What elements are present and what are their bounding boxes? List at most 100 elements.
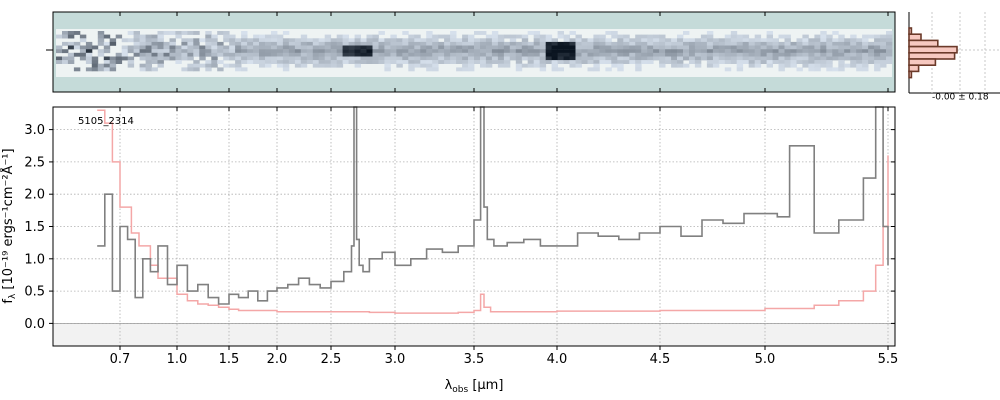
spectrum-2d-pixel (229, 45, 236, 50)
spectrum-2d-pixel (563, 38, 570, 43)
spectrum-2d-pixel (790, 60, 797, 64)
spectrum-2d-pixel (205, 38, 212, 43)
spectrum-2d-pixel (253, 52, 260, 57)
spectrum-2d-pixel (456, 56, 463, 61)
spectrum-2d-pixel (366, 38, 373, 43)
spectrum-2d-pixel (491, 45, 499, 50)
spectrum-2d-pixel (850, 63, 857, 68)
spectrum-2d-pixel (485, 41, 493, 46)
spectrum-2d-pixel (730, 31, 738, 35)
spectrum-2d-pixel (79, 38, 87, 43)
spectrum-2d-pixel (820, 52, 827, 57)
spectrum-2d-pixel (378, 56, 385, 61)
spectrum-2d-pixel (438, 34, 445, 39)
spectrum-2d-pixel (856, 56, 863, 61)
spectrum-2d-pixel (271, 52, 278, 57)
spectrum-2d-pixel (611, 52, 618, 57)
spectrum-2d-pixel (73, 67, 81, 72)
spectrum-2d-pixel (802, 38, 809, 43)
spectrum-2d-pixel (468, 67, 475, 72)
spectrum-2d-pixel (515, 52, 523, 57)
spectrum-2d-pixel (85, 49, 93, 54)
spectrum-2d-pixel (163, 41, 170, 46)
spectrum-2d-pixel (378, 52, 385, 57)
spectrum-2d-pixel (318, 60, 326, 64)
spectrum-2d-pixel (450, 41, 457, 46)
spectrum-2d-pixel (790, 63, 797, 68)
spectrum-2d-pixel (485, 38, 493, 43)
spectrum-2d-pixel (235, 56, 242, 61)
x-tick-label: 3.5 (464, 352, 485, 367)
spectrum-2d-pixel (820, 56, 827, 61)
spectrum-2d-pixel (444, 45, 451, 50)
spectrum-2d-pixel (276, 60, 284, 64)
spectrum-2d-pixel (772, 41, 779, 46)
spectrum-2d-pixel (217, 60, 224, 64)
spectrum-2d-pixel (300, 38, 308, 43)
spectrum-2d-pixel (300, 60, 308, 64)
spectrum-2d-pixel (300, 34, 308, 39)
spectrum-2d-pixel (145, 45, 152, 50)
spectrum-2d-pixel (814, 52, 821, 57)
spectrum-2d-pixel (468, 49, 475, 54)
spectrum-2d-pixel (509, 38, 517, 43)
spectrum-2d-pixel (366, 45, 373, 50)
spectrum-2d-pixel (886, 56, 893, 61)
spectrum-2d-pixel (736, 63, 744, 68)
spectrum-2d-pixel (282, 31, 290, 35)
spectrum-2d-pixel (265, 38, 272, 43)
spectrum-2d-pixel (509, 34, 517, 39)
spectrum-2d-pixel (223, 49, 230, 54)
spectrum-2d-pixel (312, 60, 320, 64)
spectrum-2d-pixel (438, 56, 445, 61)
spectrum-2d-pixel (820, 63, 827, 68)
spectrum-2d-pixel (874, 41, 881, 46)
spectrum-2d-pixel (593, 52, 600, 57)
spectrum-2d-pixel (623, 41, 630, 46)
spectrum-2d-pixel (683, 52, 690, 57)
x-tick-label: 2.0 (267, 352, 288, 367)
spectrum-2d-ticks (46, 12, 889, 92)
spectrum-2d-pixel (772, 52, 779, 57)
spectrum-2d-pixel (282, 38, 290, 43)
x-tick-label: 1.0 (167, 352, 188, 367)
spectrum-2d-pixel (115, 60, 123, 64)
spectrum-2d-pixel (509, 49, 517, 54)
spectrum-2d-pixel (62, 56, 69, 61)
spectrum-2d-pixel (718, 52, 726, 57)
spectrum-2d-pixel (689, 60, 696, 64)
spectrum-2d-pixel (814, 45, 821, 50)
spectrum-2d-pixel (635, 38, 642, 43)
spectrum-2d-pixel (754, 34, 762, 39)
spectrum-2d-pixel (766, 45, 773, 50)
spectrum-2d-pixel (760, 60, 767, 64)
spectrum-2d-pixel (754, 49, 762, 54)
spectrum-2d-pixel (420, 38, 427, 43)
spectrum-2d-pixel (259, 38, 266, 43)
spectrum-2d-pixel (342, 34, 349, 39)
spectrum-2d-pixel (396, 52, 403, 57)
spectrum-2d-pixel (372, 34, 379, 39)
spectrum-2d-pixel (121, 38, 129, 43)
spectrum-2d-pixel (372, 52, 379, 57)
spectrum-2d-pixel (432, 49, 439, 54)
spectrum-2d-pixel (366, 52, 373, 57)
spectrum-2d-pixel (79, 52, 87, 57)
spectrum-2d-pixel (402, 56, 409, 61)
spectrum-2d-pixel (169, 31, 176, 35)
spectrum-2d-pixel (187, 67, 194, 72)
spectrum-2d-pixel (814, 41, 821, 46)
spectrum-2d-pixel (294, 45, 302, 50)
spectrum-2d-pixel (414, 41, 421, 46)
spectrum-2d-pixel (521, 56, 529, 61)
spectrum-2d-pixel (348, 38, 355, 43)
spectrum-2d-pixel (551, 49, 558, 54)
spectrum-2d-pixel (420, 49, 427, 54)
spectrum-2d-pixel (384, 49, 391, 54)
spectrum-2d-pixel (862, 34, 869, 39)
spectrum-2d-pixel (635, 67, 642, 72)
spectrum-2d-pixel (862, 63, 869, 68)
spectrum-2d-pixel (515, 49, 523, 54)
spectrum-2d-pixel (497, 41, 505, 46)
spectrum-2d-pixel (736, 67, 744, 72)
